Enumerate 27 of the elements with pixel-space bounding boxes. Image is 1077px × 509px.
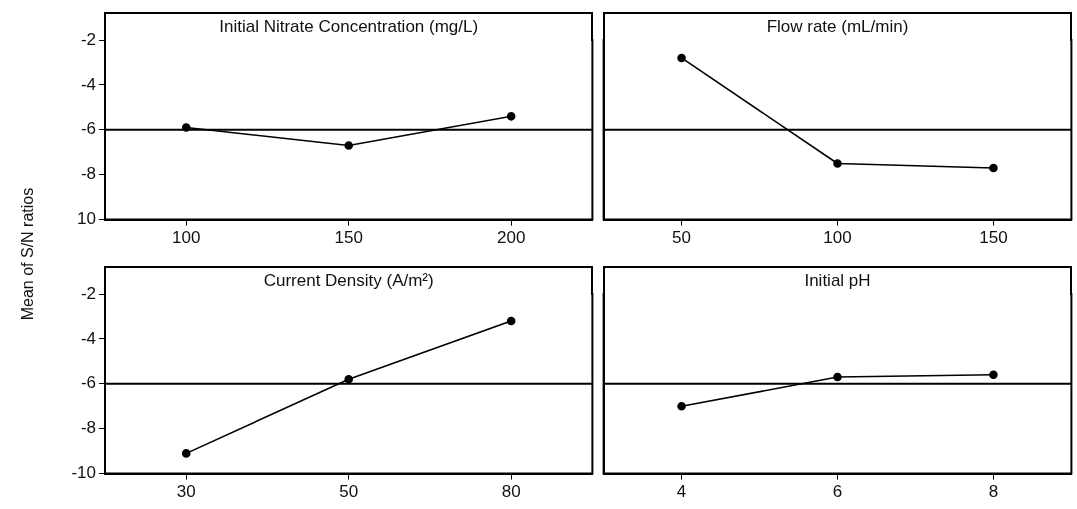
x-tick-label: 80 [501, 482, 521, 502]
y-tick-label: -4 [80, 74, 96, 94]
y-tick-label: -6 [80, 119, 96, 139]
y-tick-label: -8 [80, 418, 96, 438]
y-axis-title: Mean of S/N ratios [19, 187, 37, 321]
y-tick-label: -10 [71, 463, 96, 483]
x-tick-label: 30 [176, 482, 196, 502]
y-tick-label: -2 [80, 29, 96, 49]
y-tick-label: -2 [80, 283, 96, 303]
y-tick-label: -4 [80, 328, 96, 348]
x-tick-label: 6 [832, 482, 843, 502]
x-tick-label: 100 [823, 228, 852, 248]
x-tick-label: 150 [979, 228, 1008, 248]
x-tick-label: 4 [676, 482, 687, 502]
y-tick-label: 10 [77, 209, 96, 229]
x-tick-label: 200 [496, 228, 526, 248]
chart-title: Initial Nitrate Concentration (mg/L) [104, 12, 594, 41]
x-tick-label: 50 [339, 482, 359, 502]
x-tick-label: 150 [334, 228, 363, 248]
y-tick-label: -6 [80, 373, 96, 393]
x-tick-label: 50 [672, 228, 692, 248]
x-tick-label: 8 [988, 482, 999, 502]
chart-title: Current Density (A/m²) [104, 266, 594, 295]
x-tick-label: 100 [172, 228, 201, 248]
chart-title: Flow rate (mL/min) [602, 12, 1073, 41]
y-tick-label: -8 [80, 164, 96, 184]
chart-title: Initial pH [602, 266, 1073, 295]
